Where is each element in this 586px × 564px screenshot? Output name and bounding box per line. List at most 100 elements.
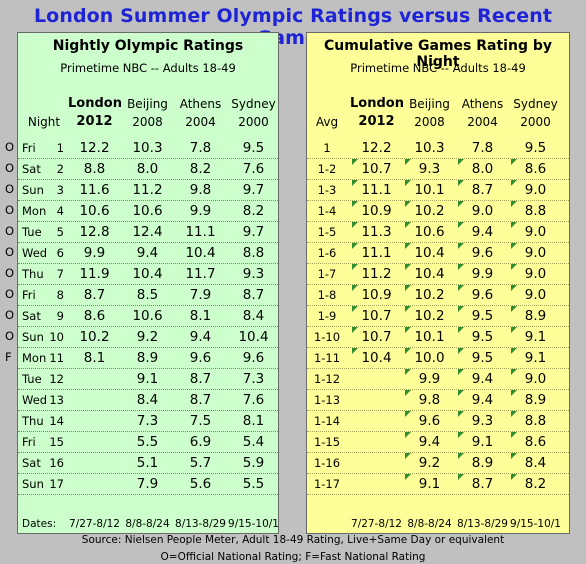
column-header-sydney: Sydney 2000 <box>509 95 562 131</box>
rating-type-flag: O <box>5 266 15 280</box>
rating-cell: 9.1 <box>524 329 547 345</box>
rating-cell: 8.9 <box>524 308 547 324</box>
cell-corner-mark <box>458 474 464 480</box>
rating-cell: 9.0 <box>471 203 494 219</box>
cell-corner-mark <box>511 285 517 291</box>
column-header-city: Sydney <box>513 97 558 111</box>
rating-cell: 9.0 <box>524 182 547 198</box>
cell-corner-mark <box>511 432 517 438</box>
rating-cell: 10.6 <box>414 224 445 240</box>
cell-corner-mark <box>511 222 517 228</box>
row-day-label: Fri <box>22 288 36 302</box>
row-divider <box>18 242 278 243</box>
rating-cell: 9.0 <box>524 245 547 261</box>
rating-cell: 8.9 <box>136 350 159 366</box>
rating-cell: 11.1 <box>361 182 392 198</box>
table-row: Sat 16 5.1 5.7 5.9 <box>18 453 278 474</box>
rating-type-flag: O <box>5 224 15 238</box>
cell-corner-mark <box>511 348 517 354</box>
row-divider <box>307 347 569 348</box>
cell-corner-mark <box>458 369 464 375</box>
row-divider <box>307 326 569 327</box>
rating-cell: 9.9 <box>83 245 106 261</box>
row-night-number: 4 <box>56 204 64 218</box>
row-avg-range: 1-15 <box>313 435 341 449</box>
rating-cell: 10.4 <box>414 266 445 282</box>
table-row: Tue 12 9.1 8.7 7.3 <box>18 369 278 390</box>
row-day-label: Sun <box>22 183 44 197</box>
row-divider <box>18 305 278 306</box>
row-label-header: Night <box>27 115 61 129</box>
row-divider <box>18 452 278 453</box>
rating-type-flag: O <box>5 161 15 175</box>
rating-cell: 9.0 <box>524 266 547 282</box>
rating-cell: 10.6 <box>79 203 110 219</box>
rating-cell: 8.7 <box>471 476 494 492</box>
rating-type-flag: O <box>5 308 15 322</box>
row-divider <box>18 179 278 180</box>
cell-corner-mark <box>405 432 411 438</box>
table-row: Thu 7 11.9 10.4 11.7 9.3 <box>18 264 278 285</box>
rating-cell: 8.6 <box>83 308 106 324</box>
rating-cell: 9.5 <box>524 140 547 156</box>
row-divider <box>307 473 569 474</box>
rating-cell: 8.7 <box>189 392 212 408</box>
rating-cell: 10.1 <box>414 182 445 198</box>
table-row: 1-16 9.2 8.9 8.4 <box>307 453 569 474</box>
rating-cell: 9.1 <box>524 350 547 366</box>
rating-cell: 7.9 <box>189 287 212 303</box>
table-row: Wed 13 8.4 8.7 7.6 <box>18 390 278 411</box>
column-header-city: Sydney <box>231 97 276 111</box>
row-divider <box>307 284 569 285</box>
rating-cell: 5.5 <box>242 476 265 492</box>
row-divider <box>307 242 569 243</box>
rating-cell: 9.6 <box>189 350 212 366</box>
row-day-label: Wed <box>22 246 48 260</box>
cell-corner-mark <box>458 390 464 396</box>
rating-cell: 5.7 <box>189 455 212 471</box>
cell-corner-mark <box>511 474 517 480</box>
row-day-label: Thu <box>22 267 44 281</box>
rating-cell: 5.9 <box>242 455 265 471</box>
rating-cell: 8.9 <box>524 392 547 408</box>
rating-cell: 10.4 <box>414 245 445 261</box>
column-header-athens: Athens 2004 <box>456 95 509 131</box>
rating-type-flag: O <box>5 203 15 217</box>
date-range: 8/8-8/24 <box>407 518 452 530</box>
rating-cell: 8.9 <box>471 455 494 471</box>
row-avg-range: 1-9 <box>317 309 337 323</box>
rating-cell: 9.5 <box>471 350 494 366</box>
table-row: 1 12.2 10.3 7.8 9.5 <box>307 138 569 159</box>
column-header-beijing: Beijing 2008 <box>121 95 174 131</box>
rating-cell: 10.4 <box>361 350 392 366</box>
row-divider <box>307 431 569 432</box>
cell-corner-mark <box>458 306 464 312</box>
table-row: 1-7 11.2 10.4 9.9 9.0 <box>307 264 569 285</box>
table-row: Sun 10 10.2 9.2 9.4 10.4 <box>18 327 278 348</box>
date-range: 8/13-8/29 <box>457 518 508 530</box>
column-header-year: 2008 <box>414 115 445 129</box>
rating-cell: 8.8 <box>524 203 547 219</box>
column-header-london: London 2012 <box>68 95 122 131</box>
rating-cell: 9.5 <box>471 308 494 324</box>
rating-cell: 12.2 <box>361 140 392 156</box>
rating-cell: 7.5 <box>189 413 212 429</box>
date-range: 7/27-8/12 <box>351 518 402 530</box>
date-range: 9/15-10/1 <box>510 518 561 530</box>
rating-type-flag: O <box>5 140 15 154</box>
table-row: Wed 6 9.9 9.4 10.4 8.8 <box>18 243 278 264</box>
rating-cell: 8.1 <box>189 308 212 324</box>
rating-cell: 8.8 <box>524 413 547 429</box>
row-night-number: 15 <box>49 435 64 449</box>
cell-corner-mark <box>511 306 517 312</box>
row-divider <box>307 200 569 201</box>
cell-corner-mark <box>405 180 411 186</box>
rating-cell: 9.5 <box>242 140 265 156</box>
rating-cell: 9.7 <box>242 224 265 240</box>
table-row: 1-9 10.7 10.2 9.5 8.9 <box>307 306 569 327</box>
cell-corner-mark <box>511 159 517 165</box>
rating-cell: 11.1 <box>361 245 392 261</box>
rating-cell: 11.7 <box>185 266 216 282</box>
rating-cell: 10.2 <box>414 287 445 303</box>
cell-corner-mark <box>352 243 358 249</box>
